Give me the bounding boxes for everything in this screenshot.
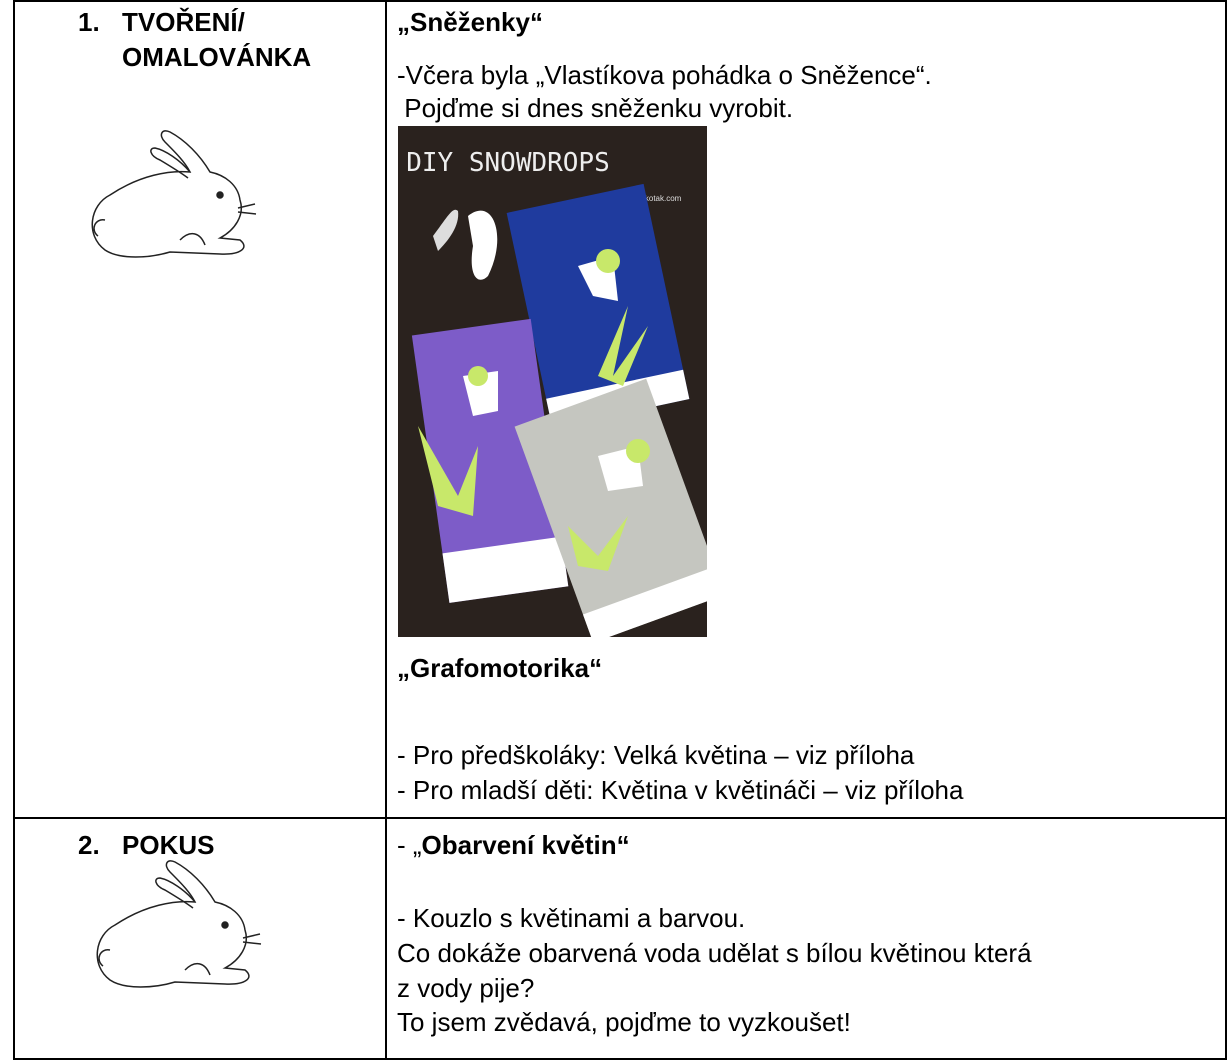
border bbox=[13, 0, 1227, 2]
text-line: Pojďme si dnes sněženku vyrobit. bbox=[397, 93, 794, 123]
title-prefix: - „ bbox=[397, 830, 422, 860]
photo-title: DIY SNOWDROPS bbox=[406, 148, 610, 178]
border bbox=[13, 1058, 1227, 1060]
item-label: POKUS bbox=[122, 830, 215, 860]
section-subtitle: „Grafomotorika“ bbox=[397, 653, 603, 683]
craft-photo: DIY SNOWDROPS www.krokotak.com bbox=[398, 126, 707, 637]
item-number: 1. bbox=[78, 7, 100, 37]
item-number: 2. bbox=[78, 830, 100, 860]
rabbit-icon bbox=[91, 130, 257, 258]
section-title: - „Obarvení květin“ bbox=[397, 828, 630, 862]
border bbox=[13, 0, 15, 1060]
border bbox=[1225, 0, 1227, 1060]
text-line: To jsem zvědavá, pojďme to vyzkoušet! bbox=[397, 1007, 851, 1037]
border bbox=[13, 817, 1227, 819]
border bbox=[385, 0, 387, 1060]
text-line: - Pro mladší děti: Květina v květináči –… bbox=[397, 775, 964, 805]
item-label: TVOŘENÍ/ bbox=[122, 7, 245, 37]
text-line: -Včera byla „Vlastíkova pohádka o Sněžen… bbox=[397, 60, 932, 90]
photo-credit: www.krokotak.com bbox=[614, 194, 682, 203]
rabbit-icon bbox=[96, 860, 262, 988]
section-title: „Sněženky“ bbox=[397, 7, 543, 37]
item-label: OMALOVÁNKA bbox=[122, 42, 312, 72]
text-line: - Kouzlo s květinami a barvou. bbox=[397, 903, 746, 933]
text-line: - Pro předškoláky: Velká květina – viz p… bbox=[397, 740, 915, 770]
text-line: z vody pije? bbox=[397, 973, 535, 1003]
text-line: Co dokáže obarvená voda udělat s bílou k… bbox=[397, 938, 1032, 968]
title-text: Obarvení květin“ bbox=[421, 830, 630, 860]
